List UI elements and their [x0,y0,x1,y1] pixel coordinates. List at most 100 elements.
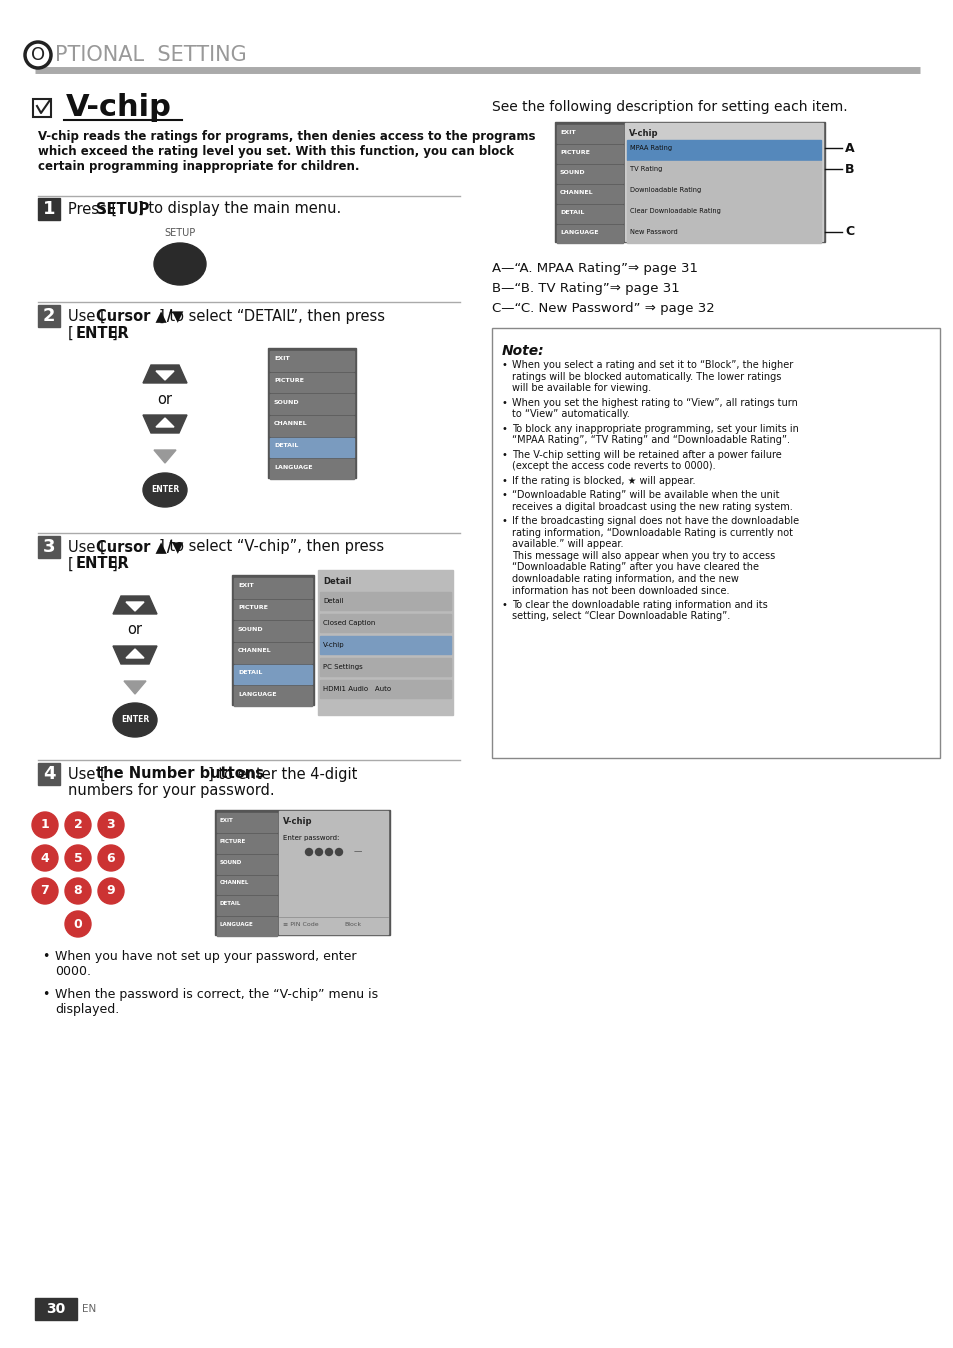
Circle shape [65,878,91,905]
Text: A—“A. MPAA Rating”⇒ page 31: A—“A. MPAA Rating”⇒ page 31 [492,262,698,275]
Text: DETAIL: DETAIL [274,443,298,448]
Bar [492,328,939,758]
Bar [216,813,276,832]
Text: CHANNEL: CHANNEL [274,422,307,426]
Bar [626,224,821,243]
Text: •: • [501,360,507,369]
Text: HDMI1 Audio   Auto: HDMI1 Audio Auto [323,686,391,692]
Text: To clear the downloadable rating information and its
setting, select “Clear Down: To clear the downloadable rating informa… [512,600,767,621]
Text: Enter password:: Enter password: [283,834,339,841]
Bar [557,125,622,143]
Text: EXIT: EXIT [237,584,253,588]
Circle shape [32,811,58,838]
Bar [555,123,824,243]
Text: ENTER: ENTER [76,325,130,341]
Circle shape [98,878,124,905]
Text: PTIONAL  SETTING: PTIONAL SETTING [55,44,247,65]
Text: PICTURE: PICTURE [237,605,268,611]
Bar [216,855,276,874]
Text: To block any inappropriate programming, set your limits in
“MPAA Rating”, “TV Ra: To block any inappropriate programming, … [512,423,798,445]
Text: •: • [501,476,507,485]
Text: 3: 3 [107,818,115,832]
Text: If the rating is blocked, ★ will appear.: If the rating is blocked, ★ will appear. [512,476,695,485]
Polygon shape [156,371,173,380]
Text: “Downloadable Rating” will be available when the unit
receives a digital broadca: “Downloadable Rating” will be available … [512,491,792,512]
Text: 2: 2 [43,307,55,325]
Polygon shape [126,603,144,611]
Bar [232,576,314,705]
Text: Press [: Press [ [68,201,117,217]
Circle shape [65,811,91,838]
Ellipse shape [112,704,157,737]
Bar [38,537,60,558]
Bar [233,600,312,619]
Text: PICTURE: PICTURE [220,838,246,844]
Text: C—“C. New Password” ⇒ page 32: C—“C. New Password” ⇒ page 32 [492,302,714,315]
Text: See the following description for setting each item.: See the following description for settin… [492,100,846,115]
Bar [557,225,622,243]
Text: B—“B. TV Rating”⇒ page 31: B—“B. TV Rating”⇒ page 31 [492,282,679,295]
Bar [626,160,821,181]
Polygon shape [112,646,157,665]
Text: [: [ [68,325,73,341]
Text: 30: 30 [47,1302,66,1316]
Bar [270,395,354,414]
Bar [626,202,821,222]
Text: V-chip: V-chip [66,93,172,123]
Text: Detail: Detail [323,599,343,604]
Text: •: • [501,491,507,500]
Bar [268,348,355,479]
Text: When you select a rating and set it to “Block”, the higher
ratings will be block: When you select a rating and set it to “… [512,360,792,394]
Bar [216,875,276,894]
Bar [557,205,622,222]
Text: ENTER: ENTER [151,485,179,495]
Text: LANGUAGE: LANGUAGE [237,692,276,697]
Text: When you have not set up your password, enter
0000.: When you have not set up your password, … [55,950,356,979]
Bar [233,686,312,706]
Bar [38,305,60,328]
Text: Use [: Use [ [68,309,106,324]
Ellipse shape [143,473,187,507]
Polygon shape [143,415,187,433]
Bar [270,417,354,435]
Bar [270,460,354,479]
Polygon shape [156,418,173,427]
Text: CHANNEL: CHANNEL [220,880,249,886]
Text: SOUND: SOUND [274,399,299,404]
Text: SOUND: SOUND [559,170,585,174]
Circle shape [325,848,333,856]
Ellipse shape [153,243,206,284]
Text: numbers for your password.: numbers for your password. [68,783,274,798]
Circle shape [65,911,91,937]
Text: EXIT: EXIT [274,356,290,361]
Polygon shape [143,365,187,383]
Text: ].: ]. [112,325,122,341]
Text: PC Settings: PC Settings [323,665,362,670]
Text: ].: ]. [112,557,122,572]
Bar [278,811,388,934]
Text: When the password is correct, the “V-chip” menu is
displayed.: When the password is correct, the “V-chi… [55,988,377,1016]
Text: EXIT: EXIT [559,129,575,135]
Bar [233,578,312,597]
Text: V-chip: V-chip [323,642,344,648]
Bar [626,140,821,160]
Bar [319,658,451,675]
Text: ENTER: ENTER [76,557,130,572]
Bar [33,98,51,117]
Text: Use [: Use [ [68,539,106,554]
Text: the Number buttons: the Number buttons [96,767,264,782]
Text: Clear Downloadable Rating: Clear Downloadable Rating [629,208,720,214]
Bar [319,592,451,611]
Text: [: [ [68,557,73,572]
Circle shape [32,878,58,905]
Bar [38,198,60,220]
Bar [319,679,451,698]
Text: C: C [844,225,853,239]
Text: SETUP: SETUP [96,201,150,217]
Text: •: • [501,449,507,460]
Text: 7: 7 [41,884,50,898]
Polygon shape [124,681,146,694]
Bar [319,636,451,654]
Text: Cursor ▲/▼: Cursor ▲/▼ [96,309,183,324]
Text: •: • [501,398,507,407]
